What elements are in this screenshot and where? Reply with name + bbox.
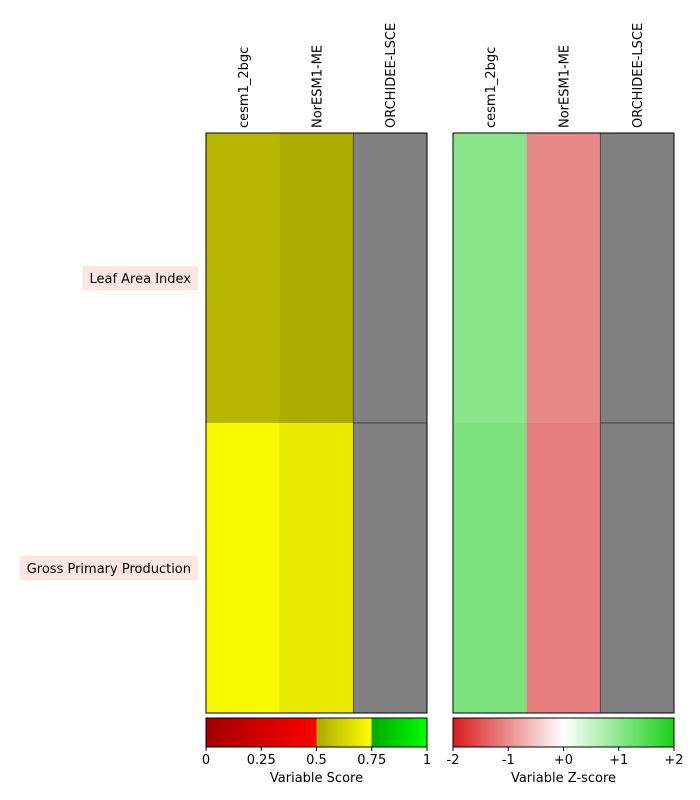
model-label: ORCHIDEE-LSCE: [631, 23, 646, 128]
heatmap-panel-2: cesm1_2bgc NorESM1-ME ORCHIDEE-LSCE -2 -1 +0 +…: [447, 23, 684, 786]
heatmap-cell: [279, 423, 354, 714]
heatmap-frame: [452, 132, 675, 714]
model-label: NorESM1-ME: [311, 45, 326, 128]
heatmap-cell: [453, 423, 528, 714]
model-label: cesm1_2bgc: [237, 47, 252, 128]
colorbar-tick-label: 0: [202, 753, 210, 768]
colorbar-tick-label: 1: [423, 753, 431, 768]
heatmap-cell: [353, 423, 428, 714]
variable-label-background: [19, 556, 198, 580]
model-label: cesm1_2bgc: [484, 47, 499, 128]
heatmap-frame: [205, 132, 428, 714]
variable-label: Leaf Area Index: [89, 272, 191, 287]
heatmap-cell: [600, 423, 675, 714]
heatmap-cell: [206, 423, 281, 714]
colorbar-tick-label: +0: [554, 753, 573, 768]
colorbar-label: Variable Score: [270, 771, 363, 786]
colorbar: [205, 717, 428, 748]
plot-root: cesm1_2bgc NorESM1-ME ORCHIDEE-LSCE 0 0.25 0.…: [19, 23, 684, 786]
variable-label-background: [82, 266, 198, 290]
heatmap-panel-1: cesm1_2bgc NorESM1-ME ORCHIDEE-LSCE 0 0.25 0.…: [202, 23, 431, 786]
heatmap-cell: [526, 423, 601, 714]
colorbar-tick-label: 0.75: [357, 753, 386, 768]
variable-label: Gross Primary Production: [27, 562, 191, 577]
heatmap-cell: [453, 133, 528, 424]
model-label: ORCHIDEE-LSCE: [384, 23, 399, 128]
colorbar-label: Variable Z-score: [511, 771, 616, 786]
colorbar-tick-label: -2: [447, 753, 460, 768]
colorbar: [452, 717, 675, 748]
colorbar-tick-label: 0.5: [306, 753, 327, 768]
colorbar-tick-label: 0.25: [247, 753, 276, 768]
heatmap-cell: [600, 133, 675, 424]
colorbar-tick-label: +1: [609, 753, 628, 768]
heatmap-cell: [279, 133, 354, 424]
heatmap-cell: [353, 133, 428, 424]
colorbar-tick-label: -1: [502, 753, 515, 768]
colorbar-tick-label: +2: [664, 753, 683, 768]
model-label: NorESM1-ME: [558, 45, 573, 128]
heatmap-cell: [206, 133, 281, 424]
heatmap-cell: [526, 133, 601, 424]
